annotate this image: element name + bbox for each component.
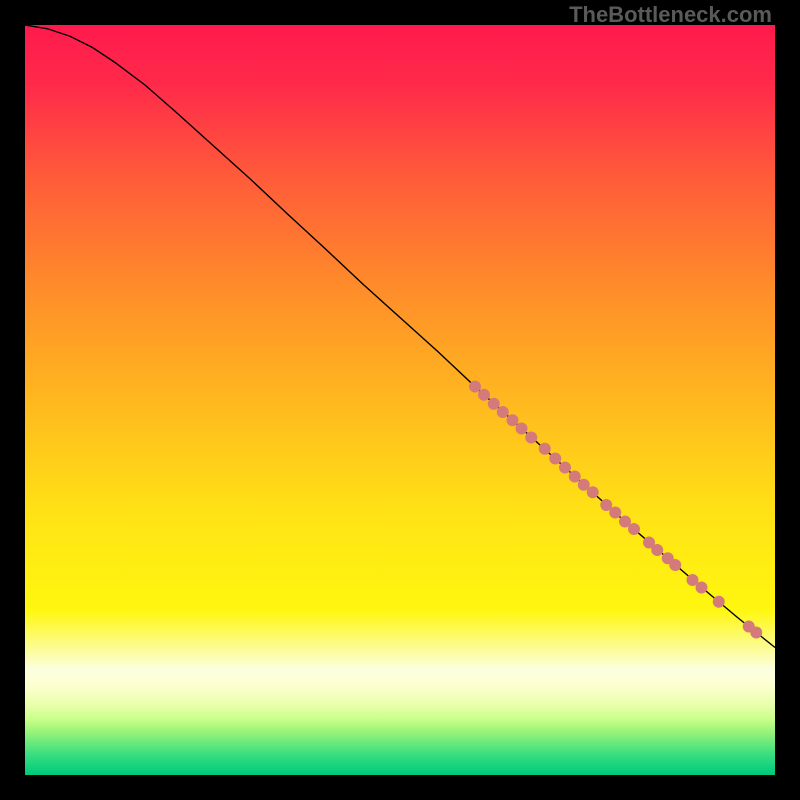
data-marker bbox=[560, 462, 571, 473]
data-marker bbox=[470, 381, 481, 392]
data-marker bbox=[620, 516, 631, 527]
data-marker bbox=[652, 545, 663, 556]
data-marker bbox=[670, 560, 681, 571]
data-marker bbox=[569, 471, 580, 482]
data-marker bbox=[578, 479, 589, 490]
data-marker bbox=[696, 582, 707, 593]
gradient-background bbox=[25, 25, 775, 775]
data-marker bbox=[601, 500, 612, 511]
data-marker bbox=[550, 453, 561, 464]
data-marker bbox=[751, 627, 762, 638]
watermark-label: TheBottleneck.com bbox=[569, 2, 772, 28]
data-marker bbox=[539, 443, 550, 454]
data-marker bbox=[587, 487, 598, 498]
data-marker bbox=[479, 389, 490, 400]
data-marker bbox=[516, 423, 527, 434]
data-marker bbox=[526, 432, 537, 443]
data-marker bbox=[713, 596, 724, 607]
plot-area bbox=[25, 25, 775, 775]
data-marker bbox=[687, 575, 698, 586]
data-marker bbox=[488, 398, 499, 409]
data-marker bbox=[507, 415, 518, 426]
data-marker bbox=[497, 407, 508, 418]
data-marker bbox=[629, 524, 640, 535]
data-marker bbox=[610, 507, 621, 518]
chart-frame: TheBottleneck.com bbox=[0, 0, 800, 800]
